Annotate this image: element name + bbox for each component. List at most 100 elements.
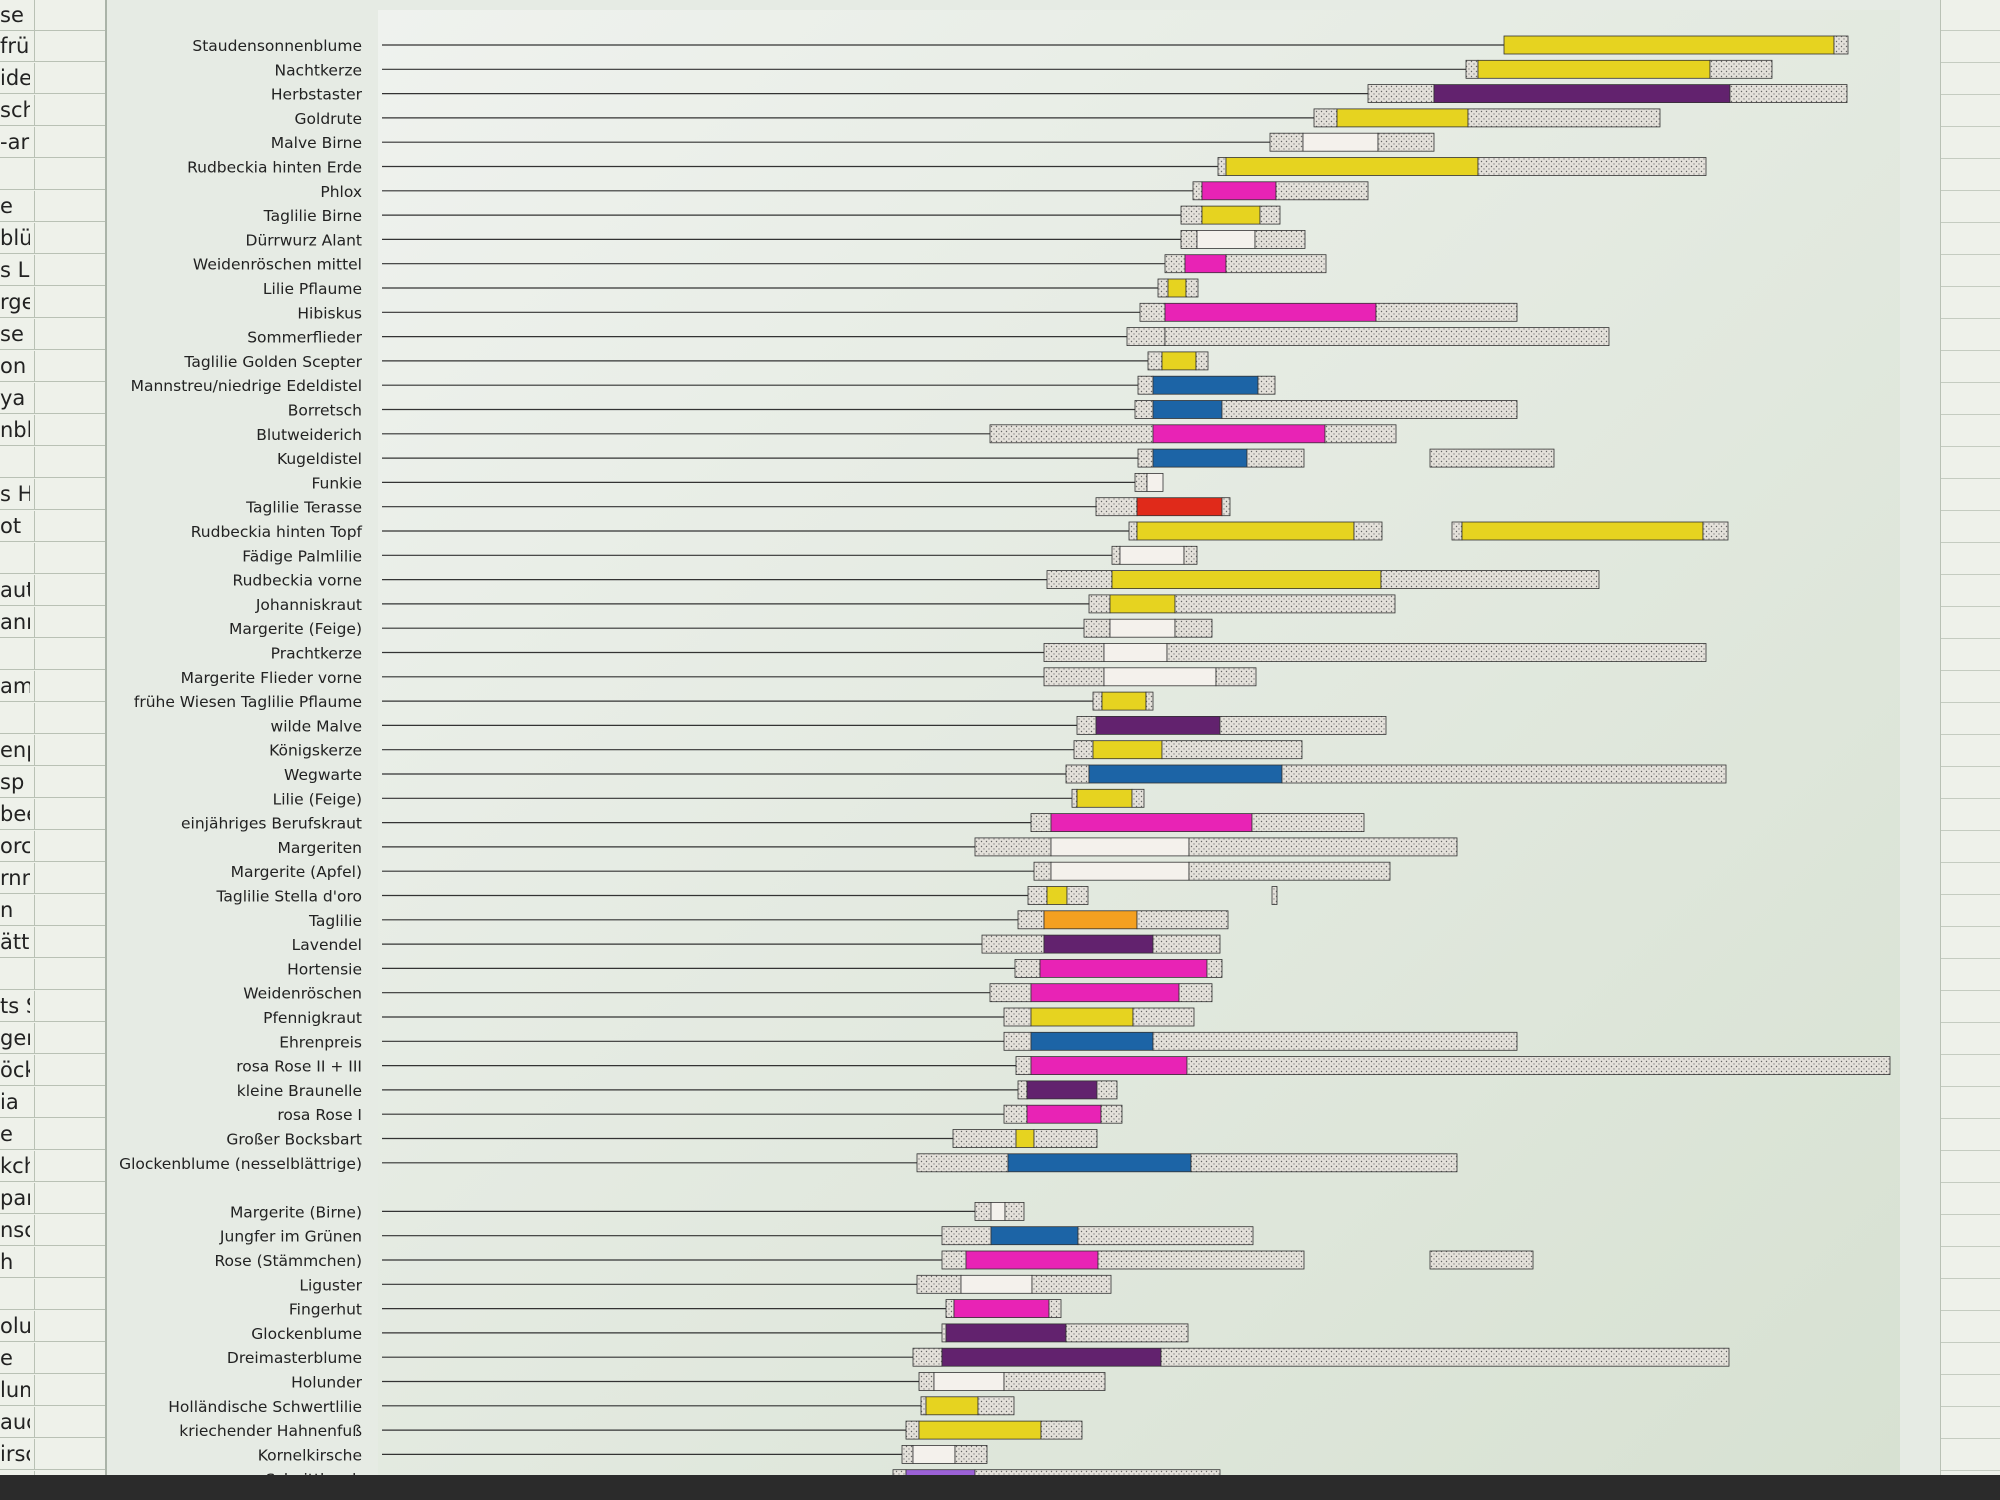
spreadsheet-cell[interactable]: rge	[0, 287, 105, 318]
spreadsheet-cell[interactable]: rnn	[0, 863, 105, 894]
spreadsheet-cell[interactable]: frü	[0, 31, 105, 62]
cell-divider	[34, 191, 35, 221]
cell-text: ya	[0, 386, 26, 410]
cell-divider	[34, 1151, 35, 1181]
bar-segment-white	[933, 1372, 1005, 1391]
spreadsheet-cell[interactable]: orc	[0, 831, 105, 862]
bar-segment-white	[960, 1274, 1033, 1294]
spreadsheet-cell[interactable]: ide	[0, 63, 105, 94]
spreadsheet-cell[interactable]: ot	[0, 511, 105, 542]
cell-divider	[34, 703, 35, 733]
bar-segment-dotted	[1152, 1031, 1518, 1051]
spreadsheet-cell[interactable]: öckc	[0, 1055, 105, 1086]
grid-line	[1941, 1150, 2000, 1151]
spreadsheet-cell[interactable]: n	[0, 895, 105, 926]
spreadsheet-cell[interactable]: h	[0, 1247, 105, 1278]
spreadsheet-cell[interactable]	[0, 959, 105, 990]
category-label: Königskerze	[269, 742, 362, 760]
bar-segment-dotted	[1246, 448, 1305, 468]
bar-segment-yellow	[1076, 788, 1133, 808]
bar-segment-dotted	[1095, 497, 1138, 517]
spreadsheet-cell[interactable]: enp	[0, 735, 105, 766]
spreadsheet-cell[interactable]: sp	[0, 767, 105, 798]
spreadsheet-cell[interactable]: auch	[0, 1407, 105, 1438]
spreadsheet-cell[interactable]: se	[0, 0, 105, 31]
cell-divider	[34, 1247, 35, 1277]
bar-segment-dotted	[1219, 716, 1387, 735]
cell-divider	[34, 863, 35, 893]
spreadsheet-cell[interactable]: aut	[0, 575, 105, 606]
spreadsheet-cell[interactable]: se	[0, 319, 105, 350]
bar-segment-dotted	[1088, 594, 1111, 614]
spreadsheet-cell[interactable]	[0, 159, 105, 190]
bar-segment-dotted	[1126, 327, 1166, 347]
spreadsheet-cell[interactable]	[0, 703, 105, 734]
cell-text: e	[0, 1122, 13, 1146]
cell-divider	[34, 639, 35, 669]
spreadsheet-cell[interactable]: nsch	[0, 1215, 105, 1246]
bar-segment-yellow	[1161, 351, 1197, 371]
bar-segment-dotted	[1259, 205, 1281, 225]
spreadsheet-cell[interactable]: ts St	[0, 991, 105, 1022]
spreadsheet-cell[interactable]: ia	[0, 1087, 105, 1118]
category-label: Holunder	[291, 1374, 362, 1392]
bar-segment-red	[1136, 497, 1223, 517]
bar-segment-dotted	[974, 837, 1052, 857]
bar-segment-dotted	[1017, 910, 1045, 930]
bar-segment-dotted	[1003, 1372, 1106, 1391]
spreadsheet-cell[interactable]	[0, 447, 105, 478]
bar-segment-yellow	[1461, 521, 1704, 541]
spreadsheet-cell[interactable]: bee	[0, 799, 105, 830]
bar-segment-dotted	[1281, 764, 1727, 784]
spreadsheet-cell[interactable]: -ar	[0, 127, 105, 158]
cell-divider	[34, 927, 35, 957]
spreadsheet-cell[interactable]: kche	[0, 1151, 105, 1182]
spreadsheet-cell[interactable]: blü	[0, 223, 105, 254]
cell-text: enp	[0, 738, 30, 762]
spreadsheet-cell[interactable]	[0, 543, 105, 574]
spreadsheet-cell[interactable]: ger	[0, 1023, 105, 1054]
spreadsheet-cell[interactable]: nbl	[0, 415, 105, 446]
grid-line	[1941, 670, 2000, 671]
spreadsheet-cell[interactable]: on	[0, 351, 105, 382]
cell-divider	[34, 1375, 35, 1405]
spreadsheet-cell[interactable]: ättr	[0, 927, 105, 958]
bar-segment-yellow	[1136, 521, 1355, 541]
bar-segment-blue	[990, 1226, 1079, 1246]
category-label: Rudbeckia hinten Topf	[191, 523, 363, 541]
bar-segment-dotted	[1161, 740, 1303, 760]
bar-segment-dotted	[1251, 813, 1365, 832]
spreadsheet-cell[interactable]: lum	[0, 1375, 105, 1406]
bar-segment-purple	[1026, 1080, 1098, 1100]
grid-line	[1941, 382, 2000, 383]
grid-line	[1941, 1342, 2000, 1343]
spreadsheet-cell[interactable]: irsch	[0, 1439, 105, 1470]
category-label: Hortensie	[287, 960, 362, 978]
spreadsheet-cell[interactable]: e	[0, 1343, 105, 1374]
spreadsheet-cell[interactable]	[0, 639, 105, 670]
cell-divider	[34, 1311, 35, 1341]
category-label: Malve Birne	[271, 134, 362, 152]
bar-segment-dotted	[1145, 691, 1154, 711]
spreadsheet-cell[interactable]: ame	[0, 671, 105, 702]
cell-divider	[34, 799, 35, 829]
bar-segment-dotted	[1073, 740, 1094, 760]
grid-line	[1941, 478, 2000, 479]
spreadsheet-cell[interactable]: ya	[0, 383, 105, 414]
spreadsheet-cell[interactable]: e	[0, 191, 105, 222]
spreadsheet-cell[interactable]	[0, 1279, 105, 1310]
cell-divider	[34, 1087, 35, 1117]
spreadsheet-cell[interactable]: s H	[0, 479, 105, 510]
bar-segment-dotted	[1429, 448, 1555, 468]
spreadsheet-cell[interactable]: anı	[0, 607, 105, 638]
spreadsheet-cell[interactable]: olun	[0, 1311, 105, 1342]
cell-text: n	[0, 898, 14, 922]
spreadsheet-cell[interactable]: part	[0, 1183, 105, 1214]
cell-divider	[34, 1215, 35, 1245]
bar-segment-dotted	[945, 1299, 955, 1318]
cell-divider	[34, 319, 35, 349]
spreadsheet-cell[interactable]: s Lu	[0, 255, 105, 286]
grid-line	[1941, 62, 2000, 63]
spreadsheet-cell[interactable]: sch	[0, 95, 105, 126]
spreadsheet-cell[interactable]: e	[0, 1119, 105, 1150]
